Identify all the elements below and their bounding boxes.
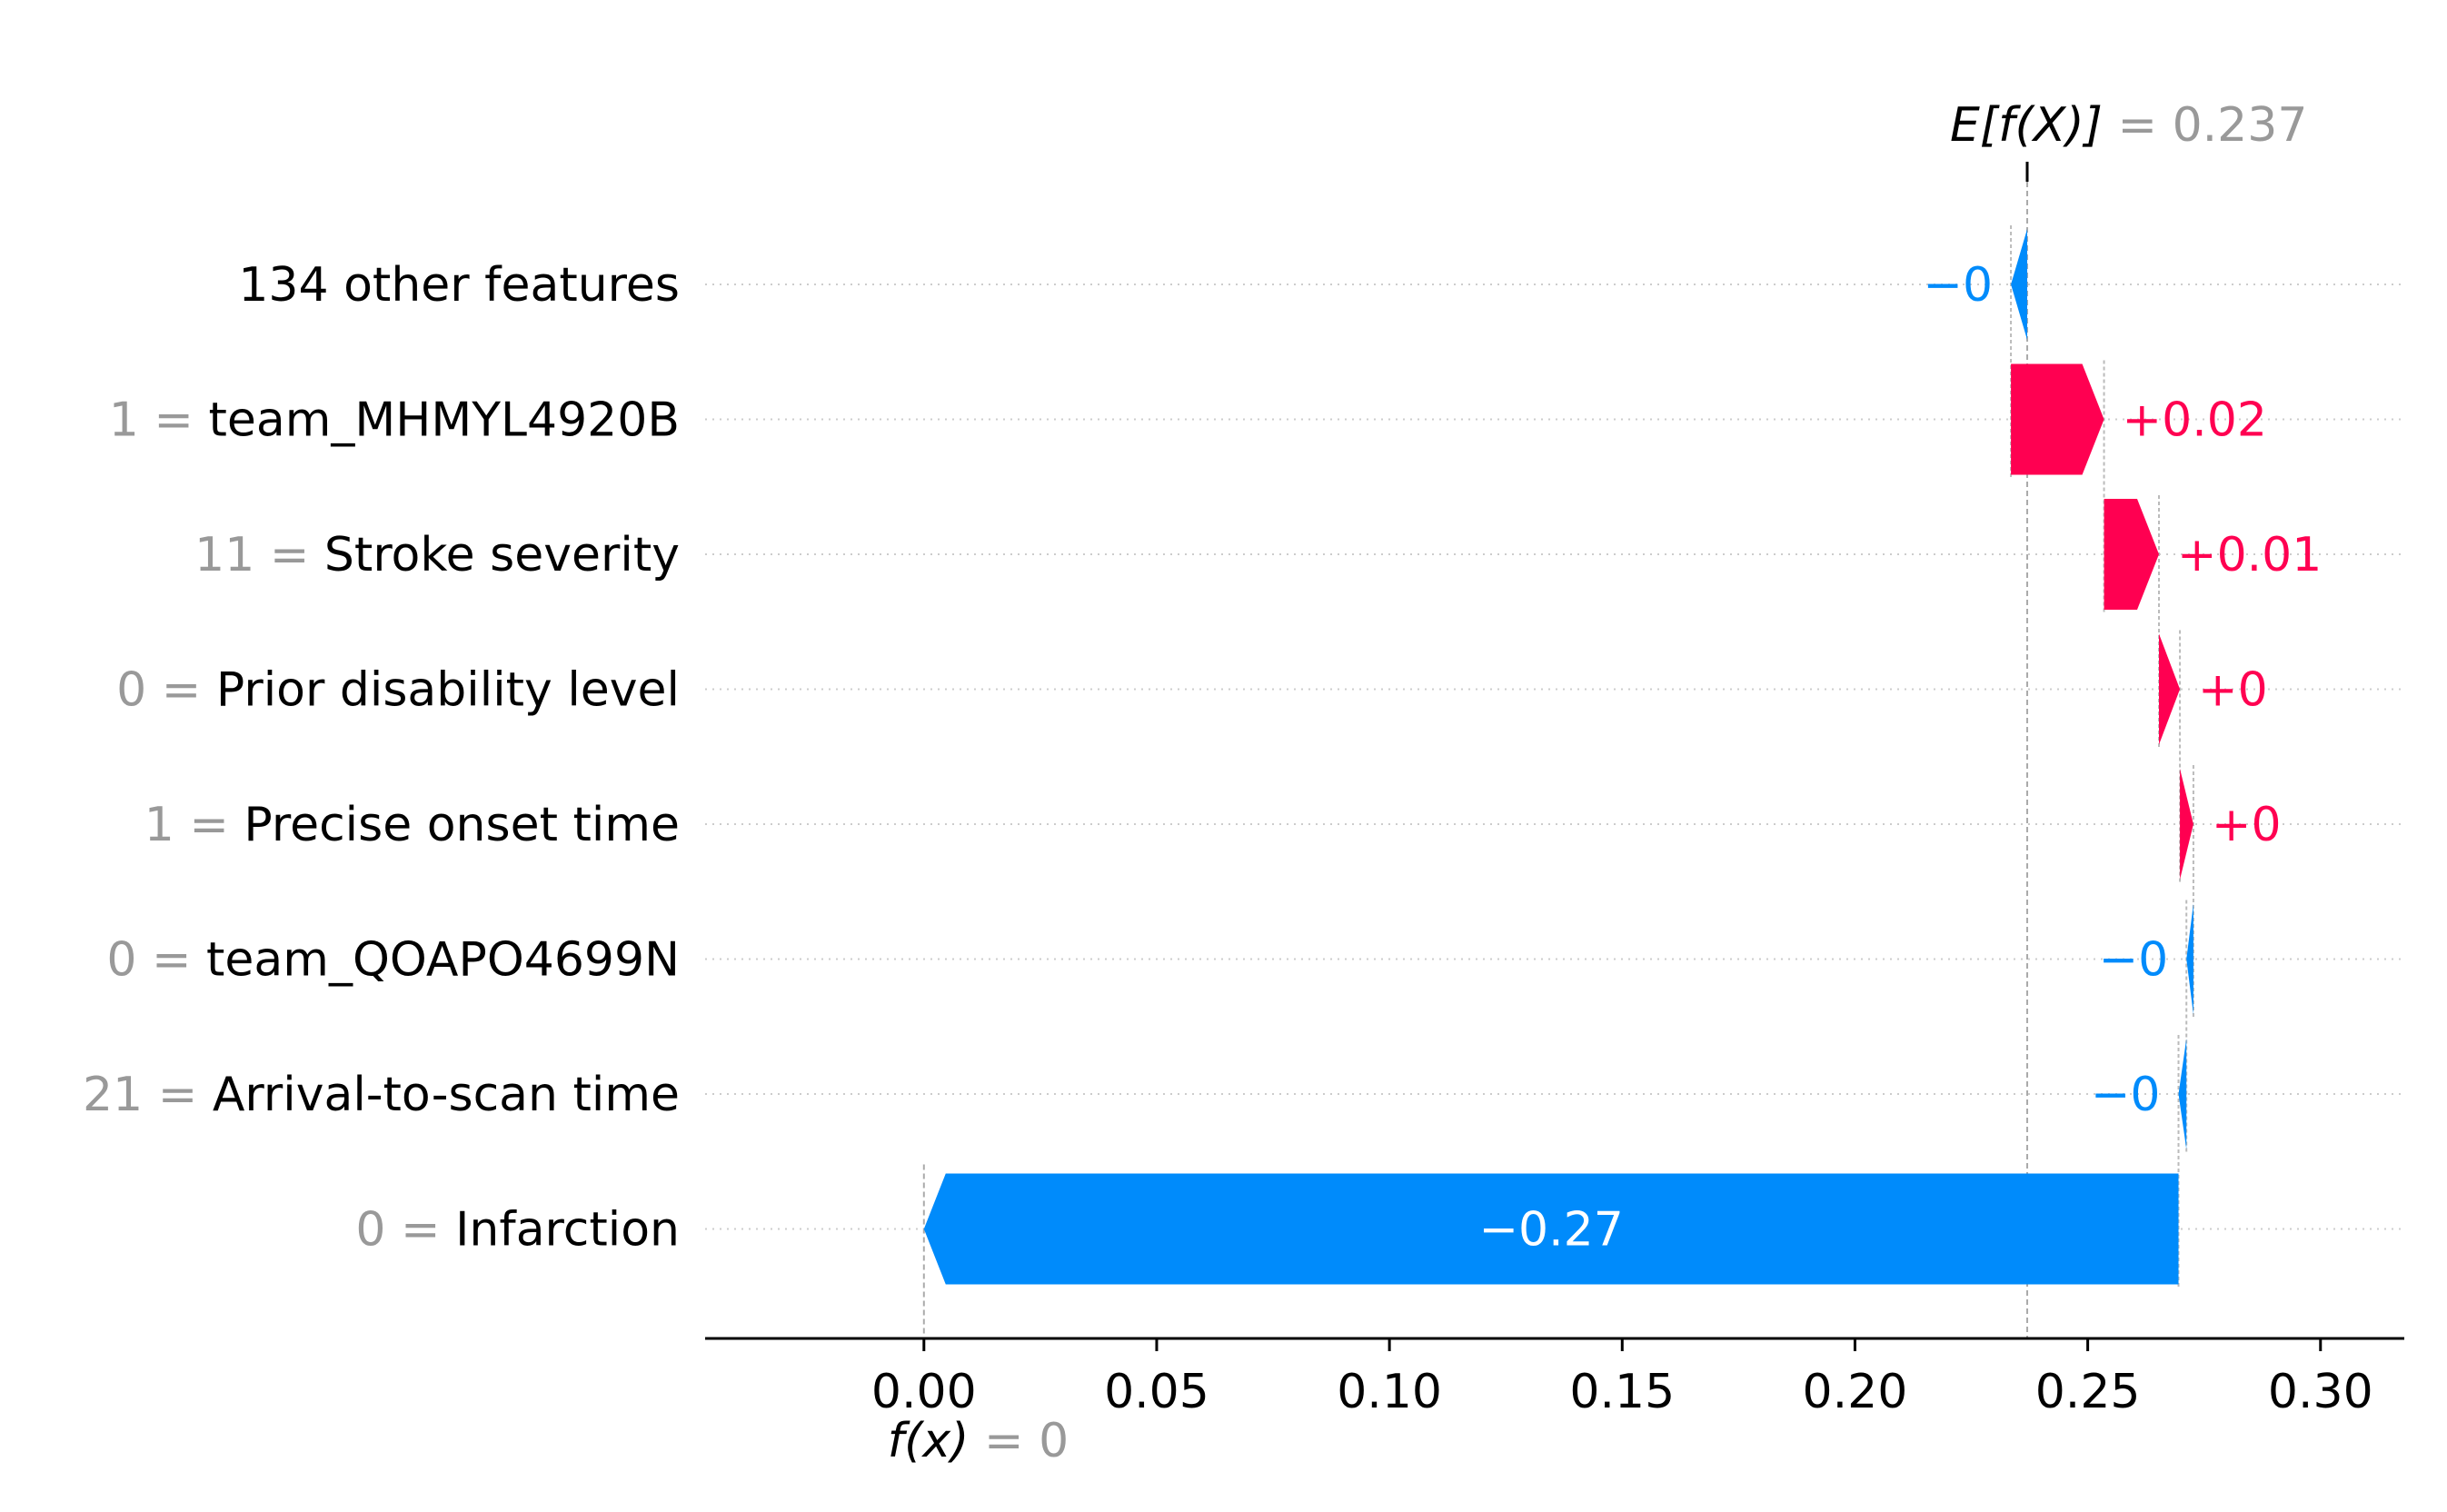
feature-label: 134 other features bbox=[238, 258, 680, 313]
bar-value-label: +0.01 bbox=[2177, 528, 2322, 582]
feature-label: 1 = Precise onset time bbox=[144, 798, 680, 852]
x-tick-label: 0.15 bbox=[1569, 1365, 1675, 1419]
bar-value-label: −0 bbox=[2091, 1068, 2161, 1122]
fx-value-label: f(x) = 0 bbox=[888, 1414, 1069, 1468]
bar-positive bbox=[2011, 363, 2104, 475]
x-tick-label: 0.30 bbox=[2268, 1365, 2373, 1419]
base-value-label: E[f(X)] = 0.237 bbox=[1950, 98, 2307, 153]
bar-positive bbox=[2180, 769, 2193, 880]
bar-value-label: −0.27 bbox=[1478, 1203, 1623, 1258]
feature-label: 21 = Arrival-to-scan time bbox=[83, 1068, 680, 1122]
x-tick-label: 0.10 bbox=[1337, 1365, 1442, 1419]
bar-value-label: −0 bbox=[2099, 933, 2169, 988]
bar-negative bbox=[2186, 903, 2193, 1015]
feature-label: 0 = Infarction bbox=[355, 1203, 680, 1258]
x-tick-label: 0.00 bbox=[871, 1365, 977, 1419]
bar-value-label: +0 bbox=[2212, 798, 2282, 852]
bar-negative bbox=[923, 1173, 2179, 1285]
bar-value-label: −0 bbox=[1923, 258, 1993, 313]
x-tick-label: 0.20 bbox=[1803, 1365, 1908, 1419]
feature-label: 1 = team_MHMYL4920B bbox=[109, 393, 680, 448]
x-tick-label: 0.25 bbox=[2035, 1365, 2141, 1419]
feature-label: 0 = team_QOAPO4699N bbox=[106, 933, 680, 988]
bar-value-label: +0 bbox=[2198, 663, 2268, 718]
bar-value-label: +0.02 bbox=[2123, 393, 2267, 448]
feature-label: 11 = Stroke severity bbox=[194, 528, 680, 582]
bar-positive bbox=[2159, 633, 2181, 745]
feature-label: 0 = Prior disability level bbox=[116, 663, 680, 718]
bar-negative bbox=[2178, 1039, 2187, 1149]
bar-positive bbox=[2104, 499, 2160, 610]
bar-negative bbox=[2011, 229, 2028, 340]
x-tick-label: 0.05 bbox=[1104, 1365, 1209, 1419]
